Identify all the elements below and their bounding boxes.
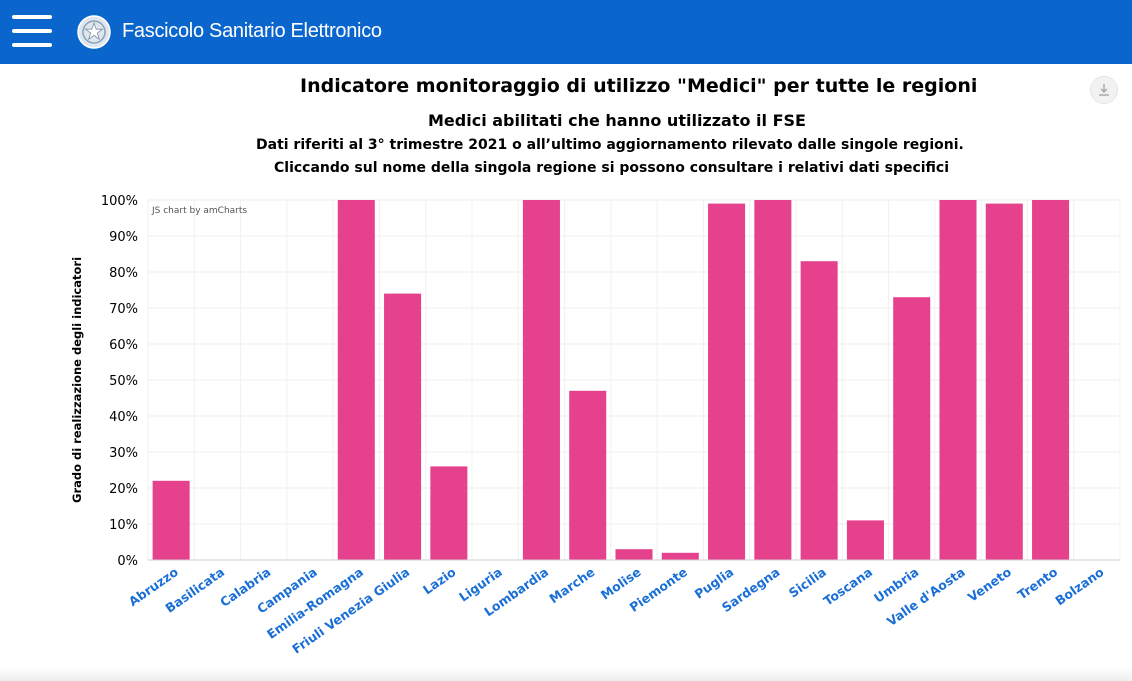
bar [615,549,653,560]
category-label[interactable]: Bolzano [1052,564,1106,608]
bar [1032,200,1070,560]
export-button[interactable] [1090,76,1118,104]
y-tick-label: 0% [117,554,138,569]
chart-note-2: Cliccando sul nome della singola regione… [274,160,950,176]
top-bar: Fascicolo Sanitario Elettronico [0,0,1132,64]
bar [569,390,607,560]
category-label[interactable]: Veneto [965,564,1014,605]
download-icon [1099,84,1109,96]
bar [384,293,422,560]
bar [661,552,699,560]
bar [800,261,838,560]
bar [893,297,931,560]
category-label[interactable]: Lazio [420,564,459,597]
bottom-edge [0,667,1132,681]
chart-title: Indicatore monitoraggio di utilizzo "Med… [300,75,978,97]
bar [754,200,792,560]
y-tick-label: 100% [101,194,138,209]
bar [708,203,746,560]
app-title: Fascicolo Sanitario Elettronico [122,20,382,42]
category-label[interactable]: Marche [546,564,597,606]
bar [337,200,375,560]
y-tick-label: 40% [109,410,138,425]
y-tick-label: 90% [109,230,138,245]
category-label[interactable]: Valle d'Aosta [884,564,968,629]
y-tick-label: 20% [109,482,138,497]
bar [939,200,977,560]
y-axis-title: Grado di realizzazione degli indicatori [70,257,84,503]
bar [152,480,190,560]
y-tick-label: 60% [109,338,138,353]
emblem-logo-icon [77,15,111,49]
bar [522,200,560,560]
hamburger-menu-icon[interactable] [12,15,52,47]
y-tick-label: 70% [109,302,138,317]
chart-note-1: Dati riferiti al 3° trimestre 2021 o all… [256,137,964,153]
bar [846,520,884,560]
y-tick-label: 10% [109,518,138,533]
bar [430,466,468,560]
y-tick-label: 80% [109,266,138,281]
bar [985,203,1023,560]
category-label[interactable]: Toscana [821,564,876,608]
chart-credit[interactable]: JS chart by amCharts [152,206,248,216]
chart-subtitle: Medici abilitati che hanno utilizzato il… [428,111,806,130]
y-tick-label: 50% [109,374,138,389]
y-tick-label: 30% [109,446,138,461]
